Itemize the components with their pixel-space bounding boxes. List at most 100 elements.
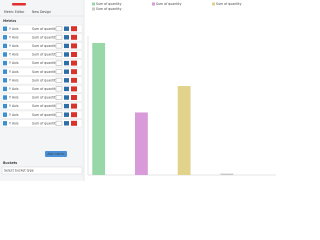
metric-label: Y Axis xyxy=(9,113,19,117)
delete-button[interactable] xyxy=(71,69,77,75)
row-icon xyxy=(3,60,7,66)
legend-swatch xyxy=(92,2,95,6)
metric-sub: Sum of quantity xyxy=(32,104,58,108)
metric-row[interactable] xyxy=(1,33,83,42)
delete-button[interactable] xyxy=(71,60,77,66)
bar xyxy=(135,112,148,175)
legend-swatch xyxy=(152,2,155,6)
metric-sub: Sum of quantity xyxy=(32,87,58,91)
logo-mark xyxy=(12,3,26,6)
delete-button[interactable] xyxy=(71,43,77,49)
tab[interactable]: Metric Editor xyxy=(4,10,25,14)
count-box[interactable] xyxy=(55,43,63,49)
delete-button[interactable] xyxy=(71,112,77,118)
count-box[interactable] xyxy=(55,86,63,92)
settings-button[interactable] xyxy=(64,52,69,57)
metric-row[interactable] xyxy=(1,110,83,119)
row-icon xyxy=(3,95,7,100)
metric-sub: Sum of quantity xyxy=(32,61,58,65)
metric-label: Y Axis xyxy=(9,87,19,91)
settings-button[interactable] xyxy=(64,86,69,92)
delete-button[interactable] xyxy=(71,52,77,57)
count-box[interactable] xyxy=(55,60,63,66)
metric-label: Y Axis xyxy=(9,53,19,57)
legend-label[interactable]: Sum of quantity xyxy=(216,2,242,6)
metric-sub: Sum of quantity xyxy=(32,70,58,74)
count-box[interactable] xyxy=(55,69,63,75)
count-box[interactable] xyxy=(55,26,63,32)
add-button[interactable] xyxy=(45,151,67,157)
count-box[interactable] xyxy=(55,120,63,126)
metric-label: Y Axis xyxy=(9,70,19,74)
metric-row[interactable] xyxy=(1,67,83,76)
delete-button[interactable] xyxy=(71,77,77,83)
metric-label: Y Axis xyxy=(9,78,19,82)
metric-row[interactable] xyxy=(1,84,83,93)
metric-sub: Sum of quantity xyxy=(32,53,58,57)
metric-row[interactable] xyxy=(1,93,83,102)
metric-row[interactable] xyxy=(1,102,83,111)
delete-button[interactable] xyxy=(71,34,77,40)
row-icon xyxy=(3,43,7,49)
metric-label: Y Axis xyxy=(9,27,19,31)
settings-button[interactable] xyxy=(64,69,69,74)
metric-label: Y Axis xyxy=(9,121,19,125)
legend-label[interactable]: Sum of quantity xyxy=(96,2,122,6)
count-box[interactable] xyxy=(55,112,63,118)
row-icon xyxy=(3,121,7,126)
metric-sub: Sum of quantity xyxy=(32,27,58,31)
count-box[interactable] xyxy=(55,34,63,40)
settings-button[interactable] xyxy=(64,121,69,126)
row-icon xyxy=(3,52,7,57)
row-icon xyxy=(3,86,7,92)
add-button-label[interactable]: Add metric xyxy=(47,152,65,156)
metric-label: Y Axis xyxy=(9,61,19,65)
count-box[interactable] xyxy=(55,77,63,83)
settings-button[interactable] xyxy=(64,35,69,40)
count-box[interactable] xyxy=(55,52,63,57)
metric-row[interactable] xyxy=(1,119,83,128)
legend-label[interactable]: Sum of quantity xyxy=(156,2,182,6)
settings-button[interactable] xyxy=(64,43,69,49)
tab[interactable]: New Design xyxy=(32,10,51,14)
settings-button[interactable] xyxy=(64,78,69,83)
metric-row[interactable] xyxy=(1,24,83,33)
bucket-select[interactable] xyxy=(1,166,83,175)
bar xyxy=(92,42,106,176)
legend-label[interactable]: Sum of quantity xyxy=(96,7,122,11)
metric-label: Y Axis xyxy=(9,35,19,39)
metric-sub: Sum of quantity xyxy=(32,113,58,117)
settings-button[interactable] xyxy=(64,95,69,100)
delete-button[interactable] xyxy=(71,103,77,109)
settings-button[interactable] xyxy=(64,103,69,109)
count-box[interactable] xyxy=(55,103,63,109)
metric-row[interactable] xyxy=(1,50,83,59)
count-box[interactable] xyxy=(55,95,63,100)
delete-button[interactable] xyxy=(71,26,77,32)
legend-swatch xyxy=(212,2,215,6)
row-icon xyxy=(3,78,7,83)
metric-row[interactable] xyxy=(1,42,83,50)
metric-sub: Sum of quantity xyxy=(32,96,58,100)
row-icon xyxy=(3,112,7,117)
screen: Metric Editor New Design Metrics Y Axis Sum … xyxy=(0,0,276,181)
sidebar-title: Metrics xyxy=(3,19,16,23)
row-icon xyxy=(3,103,7,109)
legend-swatch xyxy=(92,7,95,11)
metric-row[interactable] xyxy=(1,76,83,85)
buckets-title: Buckets xyxy=(3,161,17,165)
bar xyxy=(177,86,191,175)
delete-button[interactable] xyxy=(71,120,77,126)
delete-button[interactable] xyxy=(71,95,77,100)
metric-row[interactable] xyxy=(1,59,83,68)
row-icon xyxy=(3,35,7,40)
bucket-select-label[interactable]: Select bucket type xyxy=(4,169,34,173)
delete-button[interactable] xyxy=(71,86,77,92)
metric-label: Y Axis xyxy=(9,96,19,100)
metric-sub: Sum of quantity xyxy=(32,35,58,39)
settings-button[interactable] xyxy=(64,26,69,31)
metric-sub: Sum of quantity xyxy=(32,44,58,48)
settings-button[interactable] xyxy=(64,112,69,117)
row-icon xyxy=(3,69,7,74)
settings-button[interactable] xyxy=(64,60,69,66)
